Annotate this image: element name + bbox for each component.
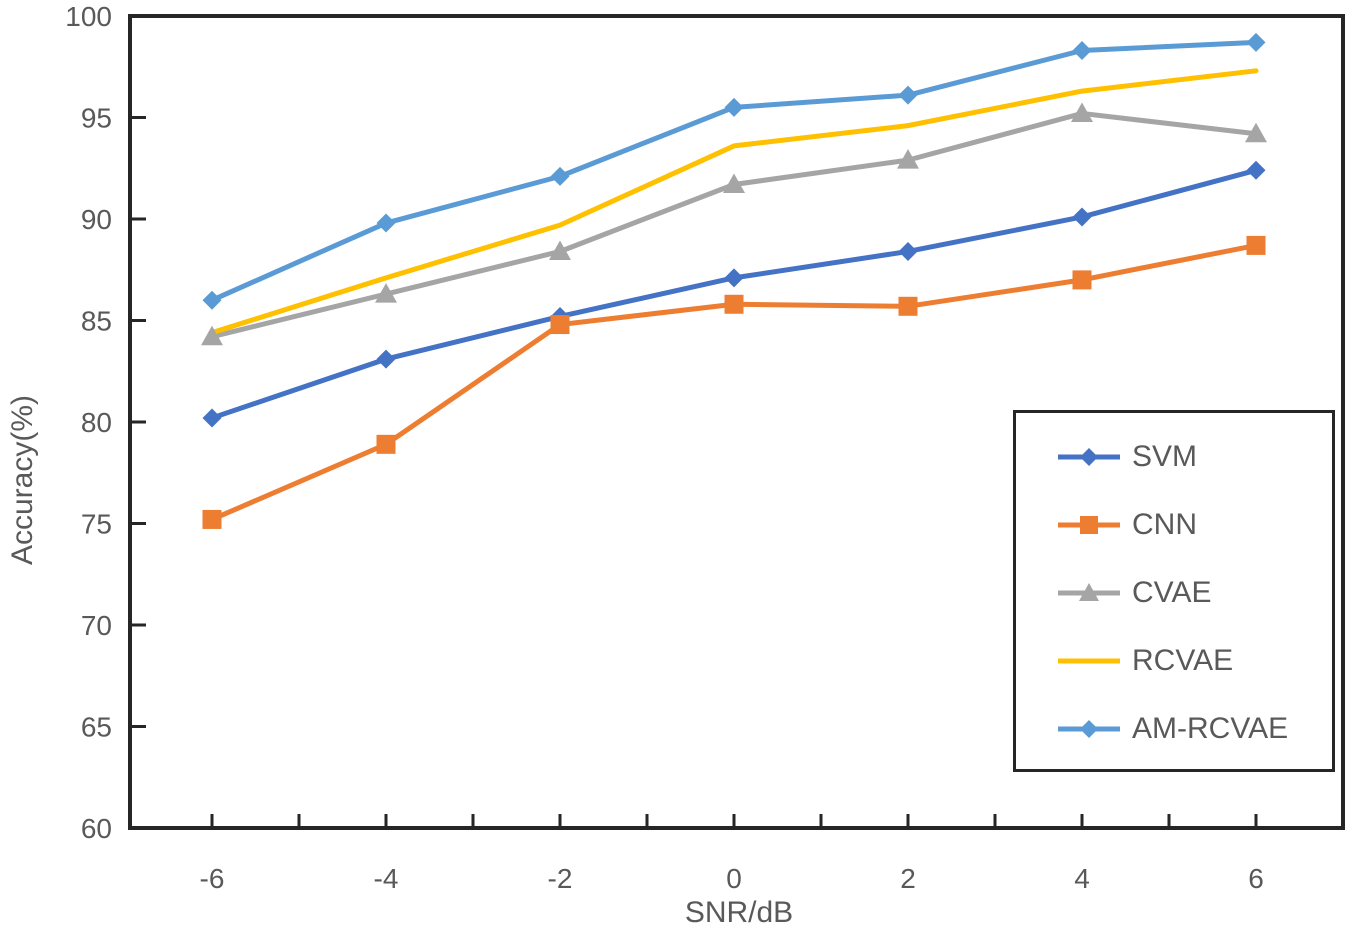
series-marker-am-rcvae [724,97,744,117]
series-marker-cnn [1072,270,1092,290]
legend-diamond-icon [1058,720,1120,738]
series-marker-cnn [724,294,744,314]
series-marker-cvae [201,325,223,346]
legend-item-svm: SVM [1058,441,1332,473]
series-marker-am-rcvae [550,166,570,186]
y-axis-title: Accuracy(%) [6,394,39,566]
series-marker-svm [202,408,222,428]
series-marker-am-rcvae [898,85,918,105]
series-marker-cnn [898,296,918,316]
series-line-svm [209,167,1259,421]
legend-label: RCVAE [1132,644,1234,677]
x-tick-label: 0 [726,863,742,894]
series-marker-cnn [202,509,222,529]
y-tick-label: 60 [81,813,112,844]
series-marker-cvae [1071,102,1093,122]
x-tick-label: -4 [374,863,399,894]
legend-diamond-icon [1058,448,1120,466]
legend-label: AM-RCVAE [1132,712,1289,745]
series-marker-cvae [897,149,919,169]
x-tick-label: -6 [200,863,225,894]
y-tick-label: 95 [81,103,112,134]
legend-none-icon [1058,658,1120,664]
legend-triangle-icon [1058,583,1120,601]
series-marker-am-rcvae [1072,41,1092,61]
series-marker-am-rcvae [202,290,222,310]
x-tick-label: 2 [900,863,916,894]
series-marker-svm [1246,160,1266,180]
series-marker-cnn [376,434,396,454]
series-marker-cvae [549,240,571,260]
y-tick-label: 100 [65,1,112,32]
series-marker-svm [898,241,918,261]
series-marker-svm [376,349,396,369]
y-tick-label: 75 [81,509,112,540]
legend-item-rcvae: RCVAE [1058,645,1332,677]
x-tick-label: -2 [548,863,573,894]
series-marker-cnn [1246,235,1266,255]
legend-item-cnn: CNN [1058,509,1332,541]
series-marker-cvae [723,173,745,193]
x-axis-title: SNR/dB [684,896,794,929]
y-tick-label: 85 [81,306,112,337]
legend-label: CNN [1132,508,1197,541]
legend-item-am-rcvae: AM-RCVAE [1058,713,1332,745]
y-tick-label: 70 [81,610,112,641]
x-tick-label: 4 [1074,863,1090,894]
y-tick-label: 90 [81,204,112,235]
series-marker-svm [724,268,744,288]
series-marker-svm [1072,207,1092,227]
legend: SVM CNN CVAE RCVAE AM-RCVAE [1013,410,1335,772]
series-marker-cvae [375,283,397,303]
series-marker-am-rcvae [376,213,396,233]
series-marker-am-rcvae [1246,32,1266,52]
y-tick-label: 65 [81,712,112,743]
series-line-am-rcvae [209,39,1259,303]
y-tick-label: 80 [81,407,112,438]
series-marker-cvae [1245,122,1267,143]
legend-item-cvae: CVAE [1058,577,1332,609]
x-tick-label: 6 [1248,863,1264,894]
legend-label: CVAE [1132,576,1212,609]
series-line-rcvae [209,68,1259,336]
series-marker-cnn [550,315,570,335]
legend-square-icon [1058,516,1120,534]
legend-label: SVM [1132,440,1198,473]
